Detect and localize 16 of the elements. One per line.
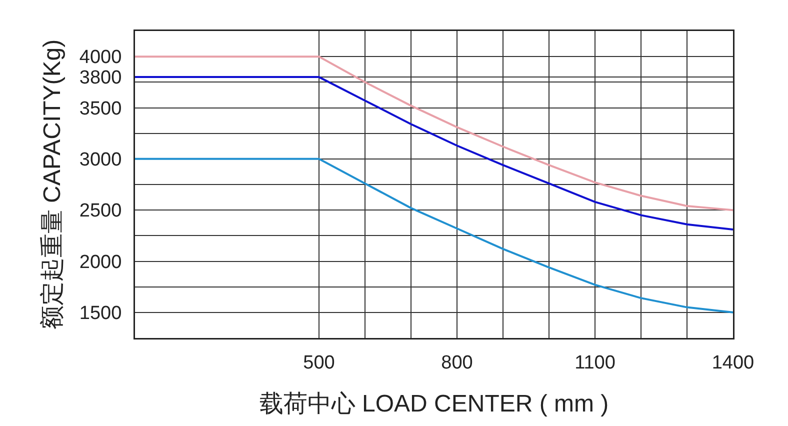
y-tick-label: 3000	[79, 150, 122, 171]
y-tick-label: 2500	[79, 200, 122, 222]
y-tick-label: 1500	[79, 303, 122, 324]
y-tick-label: 2000	[79, 252, 122, 273]
x-tick-label: 1100	[574, 352, 616, 374]
x-tick-label: 1400	[712, 352, 754, 374]
line-series	[135, 76, 733, 231]
x-tick-label: 800	[441, 352, 473, 374]
x-tick-label: 500	[303, 352, 335, 374]
y-tick-label: 3800	[79, 68, 122, 89]
y-tick-label: 4000	[79, 47, 122, 68]
x-axis-title: 载荷中心 LOAD CENTER ( mm )	[259, 390, 609, 418]
y-tick-label: 3500	[79, 98, 122, 120]
y-axis-title: 额定起重量 CAPACITY(Kg)	[38, 39, 66, 330]
line-series	[135, 56, 733, 212]
line-series	[135, 158, 733, 314]
